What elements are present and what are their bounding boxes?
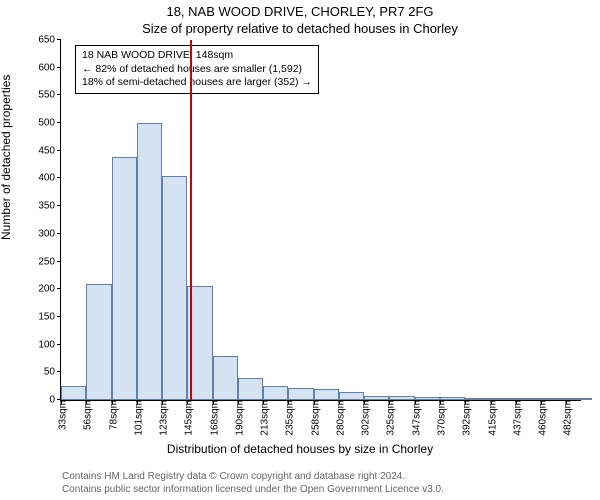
x-tick-mark	[263, 400, 264, 404]
x-tick-mark	[112, 400, 113, 404]
x-tick-label: 213sqm	[256, 400, 271, 436]
y-tick-label: 50	[44, 367, 61, 378]
y-tick-label: 100	[38, 339, 61, 350]
y-tick-label: 600	[38, 62, 61, 73]
y-tick-label: 250	[38, 256, 61, 267]
x-tick-label: 460sqm	[534, 400, 549, 436]
y-tick-mark	[57, 288, 61, 289]
x-tick-label: 190sqm	[230, 400, 245, 436]
x-tick-mark	[187, 400, 188, 404]
y-tick-label: 500	[38, 118, 61, 129]
x-tick-mark	[516, 400, 517, 404]
histogram-bar	[263, 386, 288, 400]
x-tick-label: 235sqm	[281, 400, 296, 436]
property-marker-line	[190, 40, 192, 400]
y-tick-label: 200	[38, 284, 61, 295]
y-tick-mark	[57, 67, 61, 68]
y-tick-mark	[57, 371, 61, 372]
histogram-bar	[112, 157, 137, 400]
x-tick-label: 145sqm	[180, 400, 195, 436]
y-tick-mark	[57, 205, 61, 206]
x-tick-label: 437sqm	[508, 400, 523, 436]
y-tick-mark	[57, 261, 61, 262]
credits-line-2: Contains public sector information licen…	[62, 484, 444, 495]
x-tick-label: 280sqm	[331, 400, 346, 436]
x-tick-mark	[213, 400, 214, 404]
x-tick-mark	[364, 400, 365, 404]
info-line-2: ← 82% of detached houses are smaller (1,…	[82, 63, 312, 77]
histogram-bar	[162, 176, 187, 400]
histogram-bar	[288, 388, 313, 400]
y-tick-label: 300	[38, 228, 61, 239]
y-tick-mark	[57, 122, 61, 123]
histogram-bar	[339, 392, 364, 400]
x-tick-label: 33sqm	[54, 400, 69, 430]
y-tick-mark	[57, 344, 61, 345]
x-tick-mark	[541, 400, 542, 404]
x-tick-mark	[339, 400, 340, 404]
y-axis-label: Number of detached properties	[0, 75, 13, 240]
y-tick-label: 550	[38, 90, 61, 101]
histogram-bar	[86, 284, 111, 400]
y-tick-label: 400	[38, 173, 61, 184]
x-tick-mark	[288, 400, 289, 404]
y-tick-mark	[57, 94, 61, 95]
y-tick-mark	[57, 39, 61, 40]
x-tick-label: 78sqm	[104, 400, 119, 430]
title-description: Size of property relative to detached ho…	[0, 21, 600, 36]
x-tick-mark	[440, 400, 441, 404]
x-tick-label: 325sqm	[382, 400, 397, 436]
chart-container: 18, NAB WOOD DRIVE, CHORLEY, PR7 2FG Siz…	[0, 0, 600, 500]
info-line-1: 18 NAB WOOD DRIVE: 148sqm	[82, 49, 312, 63]
x-tick-mark	[162, 400, 163, 404]
x-tick-mark	[61, 400, 62, 404]
x-tick-mark	[137, 400, 138, 404]
x-tick-mark	[86, 400, 87, 404]
x-tick-mark	[238, 400, 239, 404]
x-tick-label: 258sqm	[306, 400, 321, 436]
info-line-3: 18% of semi-detached houses are larger (…	[82, 76, 312, 90]
x-tick-label: 347sqm	[407, 400, 422, 436]
x-tick-label: 123sqm	[155, 400, 170, 436]
y-tick-mark	[57, 316, 61, 317]
x-tick-mark	[465, 400, 466, 404]
x-tick-mark	[314, 400, 315, 404]
x-tick-label: 370sqm	[433, 400, 448, 436]
y-tick-label: 150	[38, 311, 61, 322]
x-tick-mark	[491, 400, 492, 404]
x-tick-label: 392sqm	[458, 400, 473, 436]
title-address: 18, NAB WOOD DRIVE, CHORLEY, PR7 2FG	[0, 4, 600, 19]
histogram-bar	[213, 356, 238, 400]
y-tick-mark	[57, 233, 61, 234]
y-tick-label: 450	[38, 145, 61, 156]
x-tick-mark	[415, 400, 416, 404]
x-axis-label: Distribution of detached houses by size …	[0, 442, 600, 456]
plot-area: 18 NAB WOOD DRIVE: 148sqm ← 82% of detac…	[60, 40, 581, 401]
x-tick-label: 302sqm	[357, 400, 372, 436]
x-tick-mark	[566, 400, 567, 404]
x-tick-label: 482sqm	[559, 400, 574, 436]
info-box: 18 NAB WOOD DRIVE: 148sqm ← 82% of detac…	[75, 45, 319, 94]
credits-line-1: Contains HM Land Registry data © Crown c…	[62, 471, 405, 482]
x-tick-label: 56sqm	[79, 400, 94, 430]
y-tick-mark	[57, 150, 61, 151]
histogram-bar	[137, 123, 162, 400]
y-tick-label: 650	[38, 35, 61, 46]
y-tick-mark	[57, 177, 61, 178]
x-tick-mark	[389, 400, 390, 404]
histogram-bar	[61, 386, 86, 400]
y-tick-label: 350	[38, 201, 61, 212]
x-tick-label: 168sqm	[205, 400, 220, 436]
histogram-bar	[314, 389, 339, 400]
x-tick-label: 415sqm	[483, 400, 498, 436]
x-tick-label: 101sqm	[129, 400, 144, 436]
histogram-bar	[238, 378, 263, 400]
